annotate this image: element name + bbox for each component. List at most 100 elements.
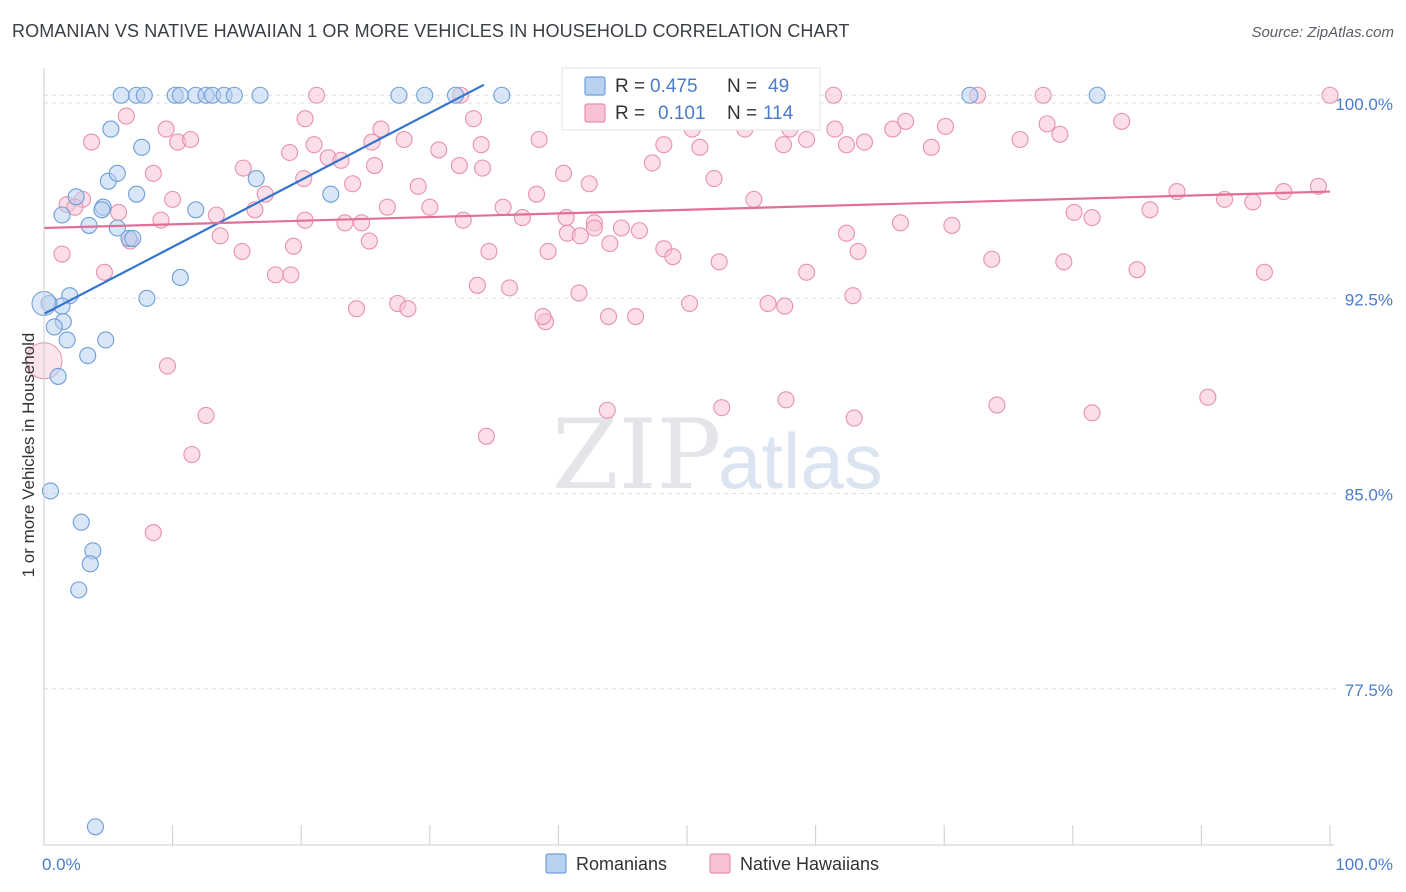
stats-r-value: 0.101 (658, 103, 706, 124)
data-point (197, 406, 215, 425)
data-point (395, 130, 413, 149)
data-point (70, 581, 88, 599)
y-tick-label: 77.5% (1345, 681, 1393, 700)
data-point (372, 120, 390, 138)
legend-swatch-romanians[interactable] (545, 853, 567, 874)
x-tick-label: 0.0% (42, 855, 81, 874)
data-point (798, 130, 816, 149)
data-point (855, 133, 874, 151)
legend-swatch-native-hawaiians[interactable] (709, 853, 731, 874)
data-point (612, 219, 630, 237)
y-axis-label: 1 or more Vehicles in Household (19, 333, 38, 578)
trend-line-romanians (43, 83, 485, 315)
data-point (530, 130, 548, 149)
data-point (171, 268, 189, 287)
data-point (365, 156, 384, 175)
data-point (845, 409, 863, 427)
data-point (117, 107, 135, 125)
x-tick-label: 100.0% (1335, 855, 1393, 874)
data-point (664, 248, 682, 266)
data-point (585, 219, 603, 237)
data-point (825, 86, 843, 104)
data-point (95, 263, 113, 281)
data-point (1244, 193, 1262, 211)
data-point (266, 266, 285, 284)
stats-n-label: N = (727, 103, 757, 124)
data-point (849, 242, 867, 260)
data-point (493, 86, 511, 104)
data-point (1034, 86, 1052, 104)
data-point (124, 229, 142, 247)
data-point (759, 294, 777, 313)
stats-legend: R = 0.475 N = 49 R = 0.101 N = 114 (561, 67, 821, 131)
data-point (513, 209, 531, 227)
data-point (144, 164, 162, 182)
data-point (360, 232, 378, 250)
trend-lines (43, 83, 1331, 315)
data-point (922, 138, 940, 156)
data-point (135, 86, 153, 104)
stats-r-value: 0.475 (650, 76, 698, 97)
data-point (353, 214, 371, 232)
data-point (347, 300, 366, 318)
data-point (798, 263, 816, 281)
data-point (409, 177, 427, 195)
data-point (183, 445, 201, 464)
data-point (344, 175, 362, 193)
y-tick-label: 100.0% (1335, 95, 1393, 114)
data-point (534, 307, 552, 326)
data-point (225, 86, 243, 104)
data-point (296, 110, 314, 128)
stats-n-value: 114 (763, 103, 794, 124)
watermark-zip: ZIP (552, 399, 721, 511)
legend-label-native-hawaiians[interactable]: Native Hawaiians (740, 854, 879, 874)
series-legend: Romanians Native Hawaiians (545, 853, 879, 874)
data-point (472, 136, 490, 154)
chart-title: ROMANIAN VS NATIVE HAWAIIAN 1 OR MORE VE… (12, 21, 850, 41)
data-point (67, 188, 85, 206)
data-point (108, 219, 126, 237)
data-point (539, 242, 557, 260)
data-point (1275, 183, 1293, 201)
stats-n-label: N = (727, 76, 757, 97)
data-point (1255, 263, 1273, 281)
data-point (745, 190, 763, 208)
data-point (1309, 177, 1327, 195)
stats-r-label: R = (615, 103, 645, 124)
data-point (844, 287, 862, 305)
data-point (164, 190, 182, 208)
data-point (41, 482, 59, 500)
data-point (1038, 115, 1056, 133)
data-point (58, 331, 76, 349)
data-point (233, 242, 251, 260)
data-point (416, 86, 434, 104)
data-point (158, 357, 177, 375)
data-point (322, 185, 340, 203)
legend-label-romanians[interactable]: Romanians (576, 854, 667, 874)
data-point (86, 818, 104, 836)
data-point (776, 297, 794, 315)
data-point (53, 245, 71, 263)
data-point (554, 164, 573, 182)
data-point (1321, 86, 1339, 104)
data-point (837, 224, 856, 242)
data-point (390, 86, 408, 104)
data-point (691, 138, 709, 156)
data-point (891, 214, 910, 232)
data-point (102, 120, 120, 138)
data-point (464, 110, 483, 128)
data-point (774, 136, 793, 154)
data-point (112, 86, 130, 104)
data-point (630, 222, 648, 240)
grid-layer: 100.0% 92.5% 85.0% 77.5% (44, 94, 1393, 700)
data-point (1199, 388, 1217, 406)
data-point (837, 136, 856, 154)
data-point (601, 235, 619, 253)
data-point (1055, 253, 1073, 271)
data-point (108, 164, 126, 182)
data-point (600, 307, 618, 326)
data-point (988, 396, 1006, 414)
data-point (655, 136, 673, 154)
data-point (884, 120, 902, 138)
